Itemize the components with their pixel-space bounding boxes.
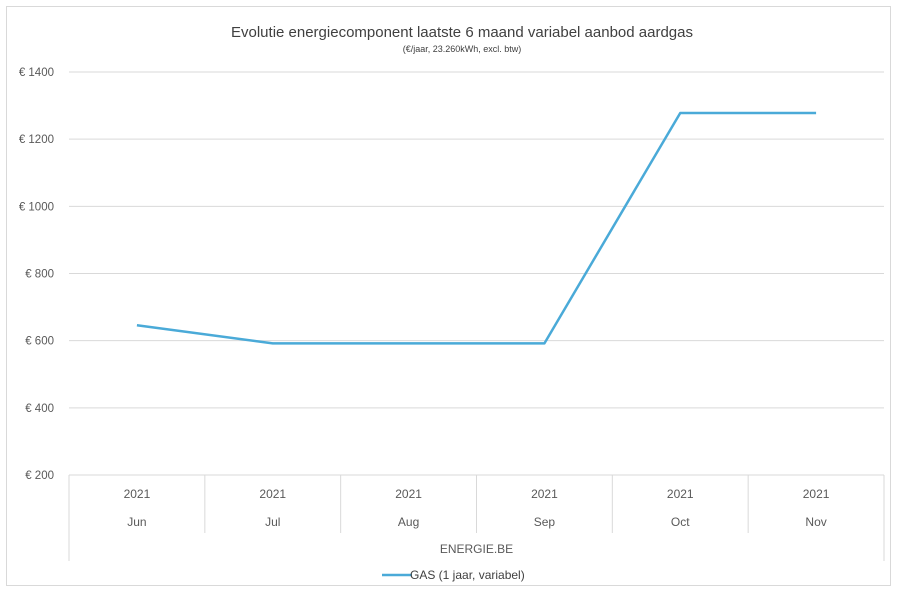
x-axis: 2021 Jun 2021 Jul 2021 Aug 2021 Sep 2021 Oct 2021 N… [68, 475, 885, 561]
x-tick-month: Sep [534, 515, 556, 529]
x-tick-year: 2021 [395, 487, 422, 501]
chart-frame [6, 6, 891, 586]
y-tick-label: € 1200 [19, 134, 54, 146]
x-tick-month: Aug [398, 515, 419, 529]
chart-subtitle: (€/jaar, 23.260kWh, excl. btw) [403, 44, 522, 54]
gridlines [69, 71, 884, 476]
x-tick-month: Jul [265, 515, 280, 529]
x-tick-month: Jun [127, 515, 146, 529]
legend-label: GAS (1 jaar, variabel) [410, 568, 525, 582]
x-tick-year: 2021 [124, 487, 151, 501]
x-tick-year: 2021 [259, 487, 286, 501]
x-tick-year: 2021 [531, 487, 558, 501]
x-tick-year: 2021 [803, 487, 830, 501]
legend: GAS (1 jaar, variabel) [382, 568, 525, 582]
y-tick-label: € 1000 [19, 201, 54, 213]
chart-title: Evolutie energiecomponent laatste 6 maan… [231, 24, 693, 41]
x-tick-year: 2021 [667, 487, 694, 501]
x-group-label: ENERGIE.BE [440, 542, 513, 556]
series-line [136, 111, 817, 345]
y-axis-tick-labels: € 200 € 400 € 600 € 800 € 1000 € 1200 € 1400 [19, 67, 54, 482]
series-group [136, 111, 817, 345]
y-tick-label: € 200 [25, 470, 54, 482]
y-tick-label: € 600 [25, 336, 54, 348]
y-tick-label: € 1400 [19, 67, 54, 79]
y-tick-label: € 800 [25, 269, 54, 281]
x-tick-month: Nov [805, 515, 826, 529]
y-tick-label: € 400 [25, 403, 54, 415]
x-tick-month: Oct [671, 515, 690, 529]
